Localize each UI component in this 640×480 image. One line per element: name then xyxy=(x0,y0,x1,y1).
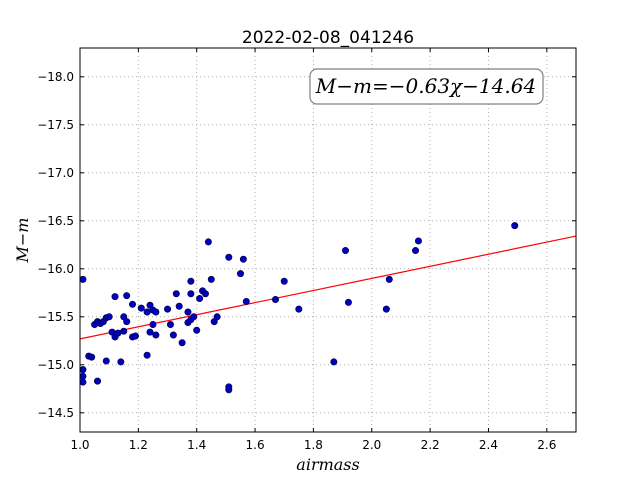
data-point xyxy=(152,308,160,316)
data-point xyxy=(225,253,233,261)
data-point xyxy=(137,304,145,312)
grid xyxy=(79,48,576,432)
data-point xyxy=(175,302,183,310)
points xyxy=(79,222,519,394)
data-point xyxy=(129,300,137,308)
data-point xyxy=(201,290,209,298)
data-point xyxy=(169,331,177,339)
data-point xyxy=(184,308,192,316)
data-point xyxy=(412,247,420,255)
data-point xyxy=(196,295,204,303)
data-point xyxy=(88,353,96,361)
data-point xyxy=(178,339,186,347)
data-point xyxy=(385,275,393,283)
y-tick-label: −18.0 xyxy=(37,70,74,84)
data-point xyxy=(239,255,247,263)
data-point xyxy=(123,292,131,300)
ticks xyxy=(79,48,576,432)
data-point xyxy=(102,357,110,365)
data-point xyxy=(511,222,519,230)
y-tick-label: −16.0 xyxy=(37,262,74,276)
data-point xyxy=(204,238,212,246)
annotation-box xyxy=(309,68,544,105)
data-point xyxy=(152,331,160,339)
data-point xyxy=(79,378,87,386)
x-tick-label: 1.4 xyxy=(187,438,206,452)
chart-title: 2022-02-08_041246 xyxy=(242,28,414,48)
x-tick-labels: 1.0 1.2 1.4 1.6 1.8 2.0 2.2 2.4 2.6 xyxy=(70,438,556,452)
y-tick-label: −17.0 xyxy=(37,166,74,180)
data-point xyxy=(236,270,244,278)
y-tick-label: −17.5 xyxy=(37,118,74,132)
data-point xyxy=(280,277,288,285)
data-point xyxy=(414,237,422,245)
plot-frame xyxy=(79,47,577,433)
x-tick-label: 2.2 xyxy=(421,438,440,452)
y-tick-label: −14.5 xyxy=(37,406,74,420)
data-point xyxy=(105,313,113,321)
data-point xyxy=(143,308,151,316)
fit-equation: M−m=−0.63χ−14.64 xyxy=(315,74,536,98)
x-tick-label: 2.0 xyxy=(362,438,381,452)
data-point xyxy=(193,326,201,334)
data-point xyxy=(146,328,154,336)
data-point xyxy=(207,275,215,283)
data-point xyxy=(295,305,303,313)
y-tick-label: −16.5 xyxy=(37,214,74,228)
data-point xyxy=(225,383,233,391)
x-tick-label: 2.6 xyxy=(537,438,556,452)
data-point xyxy=(190,313,198,321)
y-tick-labels: −14.5 −15.0 −15.5 −16.0 −16.5 −17.0 −17.5 −18.0 xyxy=(37,70,74,420)
data-point xyxy=(382,305,390,313)
data-point xyxy=(342,247,350,255)
y-tick-label: −15.0 xyxy=(37,358,74,372)
data-point xyxy=(271,296,279,304)
x-tick-label: 2.4 xyxy=(479,438,498,452)
x-axis-label: airmass xyxy=(296,455,359,474)
data-point xyxy=(213,313,221,321)
data-point xyxy=(242,297,250,305)
fit-annotation: M−m=−0.63χ−14.64 xyxy=(309,68,544,105)
data-point xyxy=(149,320,157,328)
y-axis-label: M−m xyxy=(13,218,32,264)
data-point xyxy=(117,358,125,366)
data-point xyxy=(120,327,128,335)
data-point xyxy=(123,318,131,326)
data-point xyxy=(344,298,352,306)
x-tick-label: 1.6 xyxy=(246,438,265,452)
x-tick-label: 1.0 xyxy=(70,438,89,452)
data-point xyxy=(111,293,119,301)
data-point xyxy=(79,366,87,374)
data-point xyxy=(164,305,172,313)
y-tick-label: −15.5 xyxy=(37,310,74,324)
x-tick-label: 1.8 xyxy=(304,438,323,452)
data-point xyxy=(79,275,87,283)
data-point xyxy=(172,290,180,298)
data-point xyxy=(166,320,174,328)
data-point xyxy=(187,290,195,298)
data-point xyxy=(330,358,338,366)
x-tick-label: 1.2 xyxy=(129,438,148,452)
fit-line xyxy=(79,235,577,340)
data-point xyxy=(143,351,151,359)
data-point xyxy=(131,332,139,340)
data-point xyxy=(79,372,87,380)
data-point xyxy=(114,329,122,337)
data-point xyxy=(94,377,102,385)
data-point xyxy=(187,277,195,285)
